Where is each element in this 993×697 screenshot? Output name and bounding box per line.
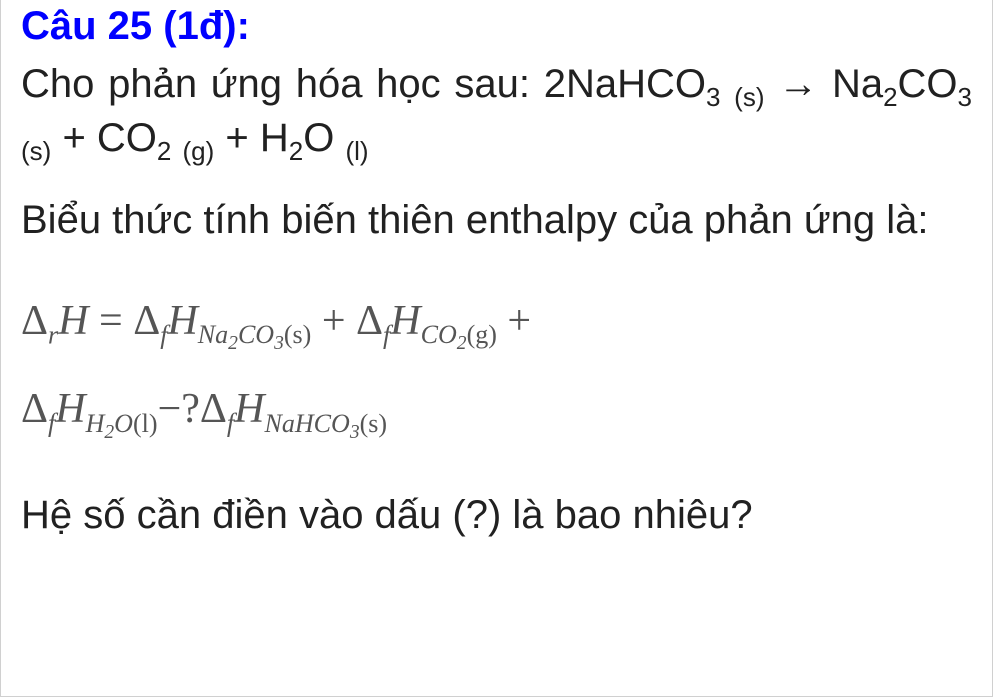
H: H xyxy=(58,298,88,344)
H: H xyxy=(167,298,197,344)
term-3: NaHCO3(s) xyxy=(265,409,388,438)
lhs-coeff: 2 xyxy=(544,62,566,106)
prompt-intro: Cho phản ứng hóa học sau: xyxy=(21,62,544,106)
plus: + xyxy=(311,298,356,344)
rhs-2-mid: O xyxy=(303,116,334,160)
sub-r: r xyxy=(48,320,58,349)
H: H xyxy=(390,298,420,344)
delta-icon: Δ xyxy=(356,298,383,344)
delta-icon: Δ xyxy=(133,298,160,344)
rhs-0-mid: CO xyxy=(898,62,958,106)
question-card: Câu 25 (1đ): Cho phản ứng hóa học sau: 2… xyxy=(0,0,993,697)
lhs-state: (s) xyxy=(734,82,764,112)
rhs-0-state: (s) xyxy=(21,136,51,166)
rhs-0-sub1: 2 xyxy=(883,82,897,112)
rhs-0-species: Na xyxy=(832,62,883,106)
H: H xyxy=(55,386,85,432)
question-title: Câu 25 (1đ): xyxy=(21,4,972,49)
rhs-2-species: H xyxy=(260,116,289,160)
formula-block: ΔrH = ΔfHNa2CO3(s) + ΔfHCO2(g) + ΔfHH2O(… xyxy=(21,277,972,453)
eq: = xyxy=(89,298,134,344)
rhs-1-species: CO xyxy=(97,116,157,160)
lhs-species: NaHCO xyxy=(566,62,706,106)
delta-icon: Δ xyxy=(200,386,227,432)
rhs-1-state: (g) xyxy=(183,136,215,166)
plus: + xyxy=(497,298,531,344)
reaction-arrow-icon: → xyxy=(778,62,818,106)
rhs-0-sub2: 3 xyxy=(958,82,972,112)
H: H xyxy=(234,386,264,432)
delta-icon: Δ xyxy=(21,386,48,432)
rhs-2-state: (l) xyxy=(346,136,369,166)
reaction-paragraph: Cho phản ứng hóa học sau: 2NaHCO3 (s) → … xyxy=(21,57,972,165)
term-0: Na2CO3(s) xyxy=(198,320,312,349)
term-2: H2O(l) xyxy=(86,409,158,438)
formula-line-1: ΔrH = ΔfHNa2CO3(s) + ΔfHCO2(g) + xyxy=(21,277,972,365)
lhs-sub: 3 xyxy=(706,82,720,112)
final-question: Hệ số cần điền vào dấu (?) là bao nhiêu? xyxy=(21,493,972,538)
formula-line-2: ΔfHH2O(l)−?ΔfHNaHCO3(s) xyxy=(21,365,972,453)
plus-1: + xyxy=(214,116,260,160)
term-1: CO2(g) xyxy=(421,320,497,349)
enthalpy-prompt: Biểu thức tính biến thiên enthalpy của p… xyxy=(21,193,972,247)
rhs-1-sub1: 2 xyxy=(157,136,171,166)
question-mark: ? xyxy=(181,386,200,432)
delta-icon: Δ xyxy=(21,298,48,344)
rhs-2-sub1: 2 xyxy=(289,136,303,166)
minus: − xyxy=(158,386,182,432)
plus-0: + xyxy=(51,116,97,160)
